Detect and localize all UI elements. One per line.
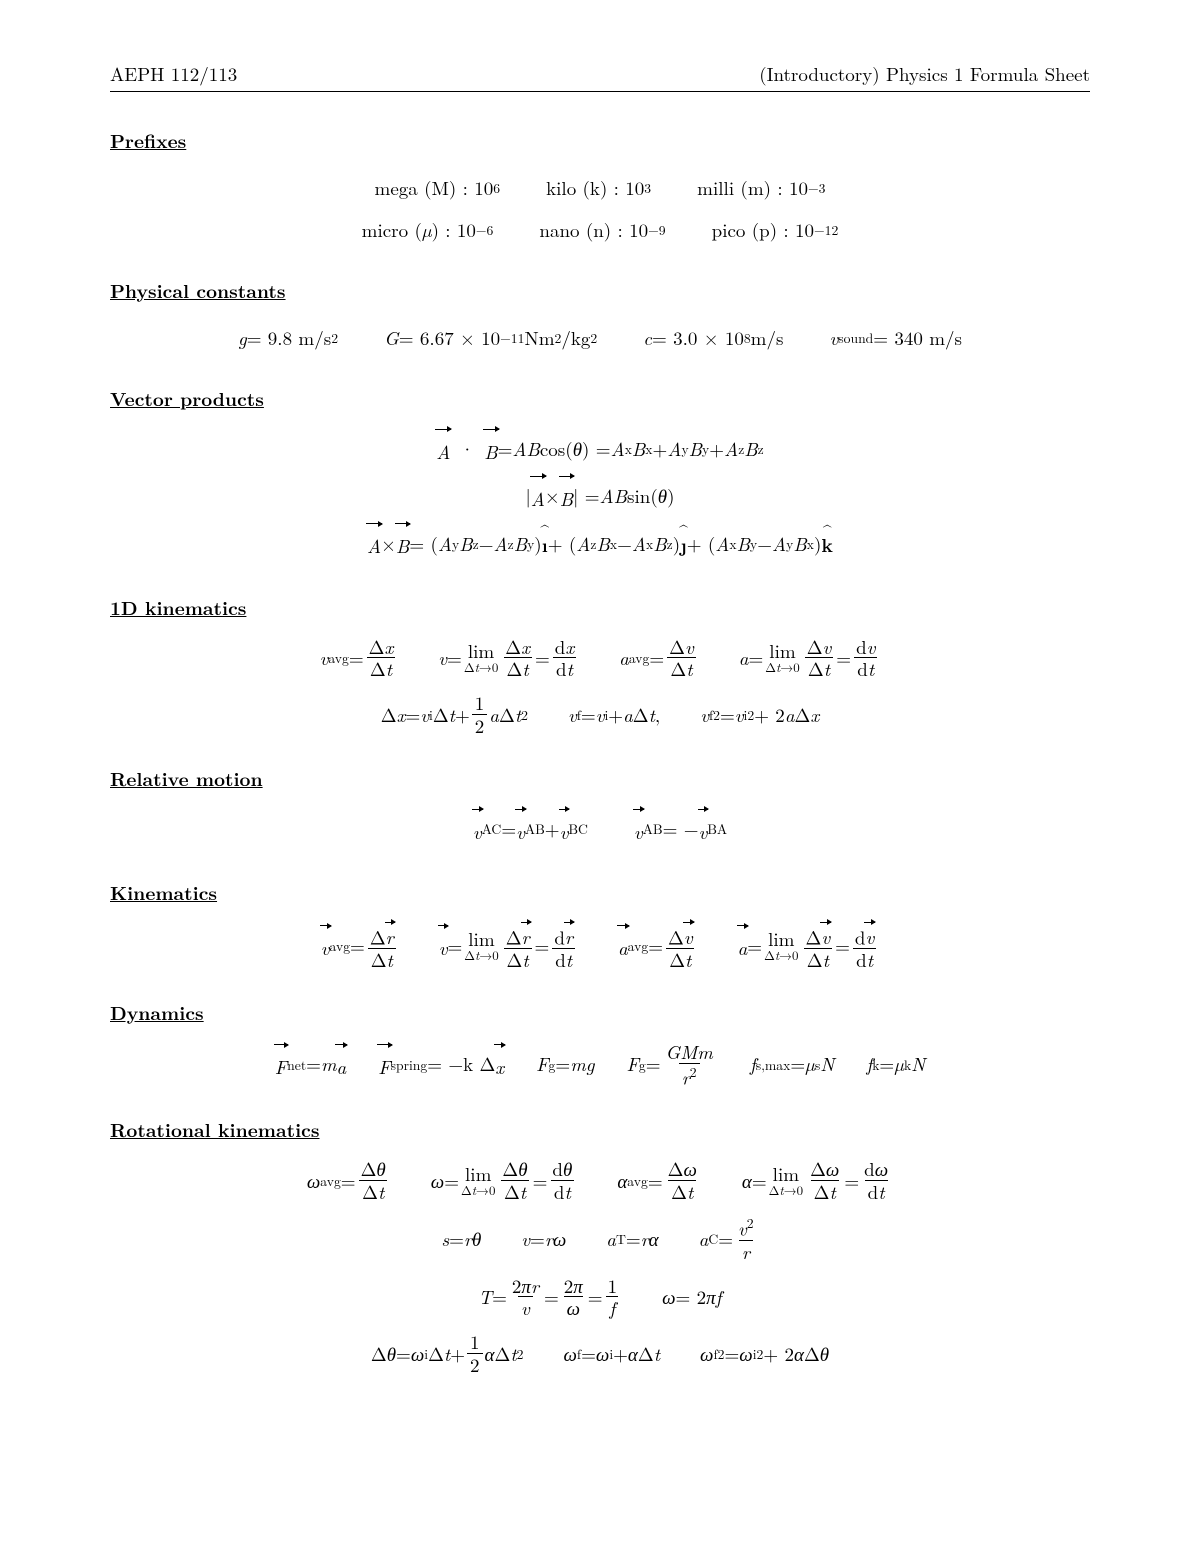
const-g: g = 9.8 m/s2 xyxy=(238,320,338,356)
kin1d-v: v = limΔt→0 ΔxΔt = dxdt xyxy=(438,637,579,680)
section-title-rotational: Rotational kinematics xyxy=(110,1115,1090,1143)
rotational-block: ωavg = ΔθΔt ω = limΔt→0 ΔθΔt = dθdt αavg… xyxy=(110,1159,1090,1375)
prefix-micro: micro (µ) : 10−6 xyxy=(362,212,494,248)
const-vsound: vsound = 340 m/s xyxy=(830,320,963,356)
const-c: c = 3.0 × 108 m/s xyxy=(643,320,783,356)
rel-vac: vAC = vAB + vBC xyxy=(473,808,588,849)
rot-dtheta: Δθ = ωiΔt + 12αΔt2 xyxy=(371,1332,524,1375)
dyn-fg2: Fg = GMmr2 xyxy=(626,1042,717,1087)
dynamics-block: Fnet = ma Fspring = −k Δx Fg = mg Fg = G… xyxy=(110,1042,1090,1087)
rot-v: v = rω xyxy=(521,1216,566,1261)
kinematics-block: vavg = ΔrΔt v = limΔt→0 ΔrΔt = drdt aavg… xyxy=(110,922,1090,970)
kin1d-vf: vf = vi + aΔt, xyxy=(568,693,660,736)
dyn-fg1: Fg = mg xyxy=(536,1042,594,1087)
dyn-fnet: Fnet = ma xyxy=(275,1042,346,1087)
page-header: AEPH 112/113 (Introductory) Physics 1 Fo… xyxy=(110,60,1090,92)
rot-aavg: αavg = ΔωΔt xyxy=(617,1159,702,1202)
kin1d-block: vavg = ΔxΔt v = limΔt→0 ΔxΔt = dxdt aavg… xyxy=(110,637,1090,737)
rot-aC: aC = v2r xyxy=(699,1216,759,1261)
kin1d-vf2: vf2 = vi2 + 2aΔx xyxy=(700,693,819,736)
const-G: G = 6.67 × 10−11 Nm2/kg2 xyxy=(384,320,597,356)
prefix-milli: milli (m) : 10−3 xyxy=(697,170,825,206)
prefix-mega: mega (M) : 106 xyxy=(375,170,501,206)
header-right: (Introductory) Physics 1 Formula Sheet xyxy=(759,60,1090,87)
section-title-kinematics: Kinematics xyxy=(110,878,1090,906)
section-title-relative-motion: Relative motion xyxy=(110,764,1090,792)
kin1d-vavg: vavg = ΔxΔt xyxy=(320,637,399,680)
section-title-dynamics: Dynamics xyxy=(110,998,1090,1026)
section-title-vector-products: Vector products xyxy=(110,384,1090,412)
kin-a: a = limΔt→0 ΔvΔt = dvdt xyxy=(738,922,880,970)
kin-v: v = limΔt→0 ΔrΔt = drdt xyxy=(439,922,578,970)
rot-T: T = 2πrv = 2πω = 1f xyxy=(478,1276,622,1319)
kin1d-aavg: aavg = ΔvΔt xyxy=(619,637,699,680)
vector-dot: A · B = AB cos(θ) = AxBx + AyBy + AzBz xyxy=(436,428,763,469)
constants-block: g = 9.8 m/s2 G = 6.67 × 10−11 Nm2/kg2 c … xyxy=(110,320,1090,356)
section-title-constants: Physical constants xyxy=(110,276,1090,304)
kin1d-dx: Δx = viΔt + 12aΔt2 xyxy=(381,693,528,736)
section-title-1d-kinematics: 1D kinematics xyxy=(110,593,1090,621)
kin-vavg: vavg = ΔrΔt xyxy=(321,922,399,970)
rot-wf: ωf = ωi + αΔt xyxy=(563,1332,660,1375)
page: AEPH 112/113 (Introductory) Physics 1 Fo… xyxy=(0,0,1200,1553)
vector-products-block: A · B = AB cos(θ) = AxBx + AyBy + AzBz |… xyxy=(110,428,1090,564)
rot-s: s = rθ xyxy=(441,1216,481,1261)
prefix-nano: nano (n) : 10−9 xyxy=(539,212,665,248)
section-title-prefixes: Prefixes xyxy=(110,126,1090,154)
rot-wf2: ωf2 = ωi2 + 2αΔθ xyxy=(700,1332,829,1375)
kin1d-a: a = limΔt→0 ΔvΔt = dvdt xyxy=(739,637,881,680)
prefix-pico: pico (p) : 10−12 xyxy=(712,212,839,248)
vector-cross: A × B = (AyBz − AzBy)ı + (AzBx − AxBz)ȷ … xyxy=(367,523,833,564)
prefix-kilo: kilo (k) : 103 xyxy=(546,170,651,206)
rot-w2pif: ω = 2πf xyxy=(662,1276,721,1319)
rot-wavg: ωavg = ΔθΔt xyxy=(307,1159,391,1202)
rel-vab: vAB = −vBA xyxy=(634,808,727,849)
dyn-fspring: Fspring = −k Δx xyxy=(378,1042,504,1087)
vector-cross-mag: |A × B| = AB sin(θ) xyxy=(526,476,675,517)
header-left: AEPH 112/113 xyxy=(110,60,237,87)
relative-motion-block: vAC = vAB + vBC vAB = −vBA xyxy=(110,808,1090,849)
kin-aavg: aavg = ΔvΔt xyxy=(618,922,698,970)
dyn-fsmax: fs,max = µsN xyxy=(750,1042,835,1087)
rot-w: ω = limΔt→0 ΔθΔt = dθdt xyxy=(431,1159,578,1202)
dyn-fk: fk = µkN xyxy=(866,1042,925,1087)
prefixes-block: mega (M) : 106 kilo (k) : 103 milli (m) … xyxy=(110,170,1090,248)
rot-aT: aT = rα xyxy=(606,1216,658,1261)
rot-a: α = limΔt→0 ΔωΔt = dωdt xyxy=(742,1159,893,1202)
